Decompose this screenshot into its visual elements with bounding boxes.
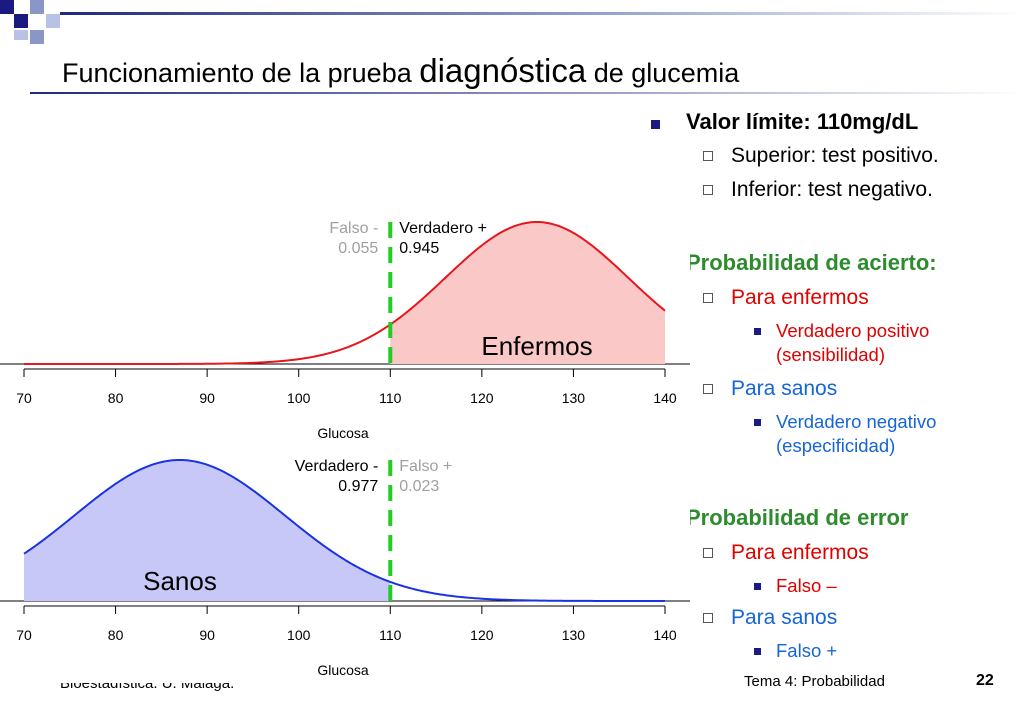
title-prefix: Funcionamiento de la prueba [62,58,420,88]
bullet-box-icon [703,151,713,161]
true-positive-line2: (sensibilidad) [776,344,885,365]
x-axis-label: Glucosa [317,425,369,441]
x-tick-label: 110 [379,390,402,406]
bullet-true-positive: Verdadero positivo (sensibilidad) [776,319,929,367]
chart-panel-enfermos: 70 80 90 100 110 120 130 140 Glucosa Falso - 0.055… [0,212,690,446]
bullet-box-icon [703,613,713,623]
bullet-error-heading: Probabilidad de error [686,505,909,530]
title-emphasis: diagnóstica [419,52,587,89]
x-tick-label: 90 [199,390,215,406]
title-suffix: de glucemia [586,58,740,88]
left-annotation-label: Verdadero - [295,458,379,475]
bullet-box-icon [703,384,713,394]
x-tick-label: 120 [470,627,494,643]
shaded-area [390,222,665,364]
bullet-box-icon [703,548,713,558]
header-square-decoration [0,0,14,14]
shaded-area [24,460,391,601]
bullet-true-negative: Verdadero negativo (especificidad) [776,410,936,458]
x-tick-label: 70 [16,627,32,643]
density-curve [23,458,665,602]
bullet-success-sick: Para enfermos [731,286,869,309]
bullet-marker-icon [754,328,761,335]
group-label: Enfermos [481,331,592,361]
x-tick-label: 70 [16,390,32,406]
page-number: 22 [976,672,994,689]
left-annotation-value: 0.055 [338,240,378,257]
right-annotation-label: Verdadero + [399,220,487,237]
x-tick-label: 140 [653,390,677,406]
title-underline [30,92,1023,94]
bullet-threshold-upper: Superior: test positivo. [731,144,939,167]
header-square-decoration [14,14,28,28]
footer-center: Tema 4: Probabilidad [744,673,885,690]
x-tick-label: 80 [108,627,124,643]
bullet-threshold: Valor límite: 110mg/dL [686,109,919,134]
bullet-success-healthy: Para sanos [731,377,838,400]
density-curve [24,220,666,365]
bullet-marker-icon [754,648,761,655]
x-tick-label: 80 [108,390,124,406]
left-annotation-value: 0.977 [338,478,378,495]
x-tick-label: 110 [379,627,402,643]
chart-panel-sanos: 70 80 90 100 110 120 130 140 Glucosa Verdadero - 0… [0,450,690,683]
true-positive-line1: Verdadero positivo [776,320,930,341]
slide-header-decoration [0,0,1023,44]
slide-title: Funcionamiento de la prueba diagnóstica … [62,52,739,90]
true-negative-line1: Verdadero negativo [776,411,937,432]
x-tick-label: 90 [199,627,215,643]
x-tick-label: 130 [562,627,586,643]
header-square-decoration [14,30,28,40]
header-bar [60,12,1023,15]
bullet-success-heading: Probabilidad de acierto: [686,250,937,275]
glucose-distribution-charts: 70 80 90 100 110 120 130 140 Glucosa Falso - 0.055… [0,212,690,683]
x-tick-label: 130 [562,390,586,406]
bullet-box-icon [703,293,713,303]
header-square-decoration [30,0,44,14]
x-axis-label: Glucosa [317,662,369,678]
bullet-error-sick: Para enfermos [731,541,869,564]
bullet-error-healthy: Para sanos [731,606,838,629]
true-negative-line2: (especificidad) [776,435,896,456]
bullet-false-negative: Falso – [776,575,837,596]
x-tick-label: 100 [287,390,311,406]
header-square-decoration [46,14,60,28]
right-annotation-label: Falso + [399,458,452,475]
left-annotation-label: Falso - [329,220,378,237]
x-tick-label: 100 [287,627,311,643]
right-annotation-value: 0.945 [399,240,439,257]
x-tick-label: 140 [653,627,677,643]
x-tick-label: 120 [470,390,494,406]
bullet-marker-icon [754,583,761,590]
right-annotation-value: 0.023 [399,478,439,495]
bullet-box-icon [703,185,713,195]
bullet-marker-icon [651,120,660,129]
bullet-marker-icon [754,419,761,426]
bullet-threshold-lower: Inferior: test negativo. [731,178,933,201]
group-label: Sanos [143,566,217,596]
header-square-decoration [30,30,44,44]
bullet-false-positive: Falso + [776,640,838,661]
